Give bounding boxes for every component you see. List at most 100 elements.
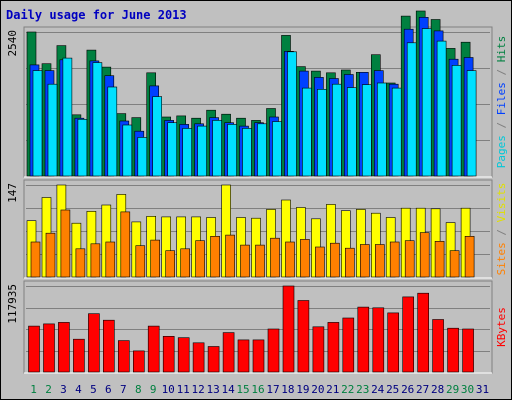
bar-pages-day-20 <box>317 89 327 177</box>
side-label-middle-part-1: / <box>495 222 508 242</box>
x-tick-label-day-15: 15 <box>236 383 249 396</box>
bar-sites-day-1 <box>30 241 41 278</box>
x-tick-label-day-24: 24 <box>371 383 385 396</box>
bar-kbytes-day-21 <box>327 322 340 373</box>
x-tick-label-day-10: 10 <box>162 383 175 396</box>
bar-sites-day-11 <box>180 248 190 278</box>
x-tick-label-day-6: 6 <box>105 383 112 396</box>
x-tick-label-day-22: 22 <box>341 383 354 396</box>
x-tick-label-day-26: 26 <box>401 383 414 396</box>
bar-kbytes-day-28 <box>432 319 444 373</box>
bar-kbytes-day-9 <box>147 325 160 373</box>
x-tick-label-day-14: 14 <box>221 383 235 396</box>
bar-pages-day-7 <box>122 124 133 177</box>
bar-kbytes-day-17 <box>267 328 280 373</box>
side-label-top-part-2: Files <box>495 82 508 115</box>
x-tick-label-day-3: 3 <box>60 383 67 396</box>
bar-pages-day-10 <box>167 122 177 177</box>
chart-title: Daily usage for June 2013 <box>6 8 187 22</box>
x-tick-label-day-13: 13 <box>206 383 219 396</box>
bar-pages-day-11 <box>182 128 192 177</box>
bar-sites-day-23 <box>359 244 370 278</box>
x-tick-label-day-29: 29 <box>446 383 459 396</box>
bar-sites-day-21 <box>330 242 340 278</box>
x-tick-label-day-16: 16 <box>251 383 264 396</box>
bar-pages-day-5 <box>92 62 103 177</box>
bar-pages-day-14 <box>227 124 237 177</box>
bar-kbytes-day-15 <box>237 339 250 373</box>
bar-kbytes-day-29 <box>447 327 459 373</box>
side-label-top-part-1: / <box>495 115 508 135</box>
bar-sites-day-8 <box>135 245 146 278</box>
bar-kbytes-day-14 <box>222 332 235 373</box>
bar-sites-day-20 <box>315 246 325 278</box>
bar-pages-day-13 <box>212 120 222 177</box>
bar-sites-day-14 <box>225 234 235 278</box>
bar-pages-day-30 <box>466 70 477 177</box>
x-tick-label-day-1: 1 <box>30 383 37 396</box>
bar-kbytes-day-25 <box>387 312 400 373</box>
bar-sites-day-27 <box>419 232 430 278</box>
bar-kbytes-day-13 <box>207 346 220 373</box>
bar-sites-day-12 <box>195 240 205 278</box>
bar-sites-day-9 <box>150 239 160 278</box>
bar-sites-day-10 <box>165 250 175 278</box>
bar-sites-day-3 <box>60 209 71 278</box>
bar-sites-day-18 <box>285 241 295 278</box>
bar-pages-day-27 <box>421 28 432 177</box>
bar-kbytes-day-8 <box>133 350 145 373</box>
bar-kbytes-day-16 <box>252 339 265 373</box>
bar-sites-day-29 <box>449 250 460 278</box>
bar-kbytes-day-24 <box>372 307 385 373</box>
bar-sites-day-16 <box>255 244 265 278</box>
bar-sites-day-30 <box>464 236 475 278</box>
bar-kbytes-day-7 <box>118 340 130 373</box>
x-tick-label-day-12: 12 <box>191 383 204 396</box>
bar-sites-day-28 <box>434 241 445 278</box>
bar-pages-day-26 <box>406 42 417 177</box>
bar-pages-day-4 <box>77 119 88 177</box>
bar-sites-day-13 <box>210 236 220 278</box>
bar-pages-day-16 <box>257 123 267 177</box>
bar-sites-day-25 <box>389 241 400 278</box>
x-tick-label-day-17: 17 <box>266 383 279 396</box>
x-tick-label-day-5: 5 <box>90 383 97 396</box>
bar-sites-day-24 <box>374 244 385 278</box>
side-label-top: Pages / Files / Hits <box>495 36 508 169</box>
x-tick-label-day-11: 11 <box>177 383 190 396</box>
bar-pages-day-6 <box>107 86 118 177</box>
x-tick-label-day-21: 21 <box>326 383 339 396</box>
x-tick-label-day-2: 2 <box>45 383 52 396</box>
bar-sites-day-2 <box>45 232 56 278</box>
x-tick-label-day-25: 25 <box>386 383 399 396</box>
bar-kbytes-day-2 <box>43 323 55 373</box>
bar-pages-day-15 <box>242 128 252 177</box>
bar-sites-day-15 <box>240 244 250 278</box>
bar-pages-day-17 <box>272 121 282 177</box>
bar-pages-day-18 <box>287 51 297 177</box>
x-tick-label-day-20: 20 <box>311 383 324 396</box>
x-tick-label-day-27: 27 <box>416 383 429 396</box>
bar-pages-day-22 <box>346 87 357 177</box>
bar-sites-day-7 <box>120 211 131 278</box>
side-label-middle: Sites / Visits <box>495 183 508 276</box>
bar-pages-day-23 <box>361 84 372 177</box>
x-tick-label-day-7: 7 <box>120 383 127 396</box>
bar-kbytes-day-6 <box>103 319 115 373</box>
bar-pages-day-9 <box>152 96 162 177</box>
side-label-middle-part-0: Sites <box>495 242 508 275</box>
bar-kbytes-day-26 <box>402 296 415 373</box>
bar-kbytes-day-22 <box>342 317 355 373</box>
bar-kbytes-day-27 <box>417 292 430 373</box>
bar-kbytes-day-23 <box>357 306 370 373</box>
bar-pages-day-1 <box>32 70 43 177</box>
x-tick-label-day-19: 19 <box>296 383 309 396</box>
x-tick-label-day-31: 31 <box>476 383 489 396</box>
bar-sites-day-22 <box>344 247 355 278</box>
bar-pages-day-8 <box>137 137 148 177</box>
bar-pages-day-25 <box>391 87 402 177</box>
bar-kbytes-day-5 <box>88 313 100 373</box>
side-label-bottom: KBytes <box>495 307 508 347</box>
x-tick-label-day-28: 28 <box>431 383 444 396</box>
bar-pages-day-28 <box>436 40 447 177</box>
